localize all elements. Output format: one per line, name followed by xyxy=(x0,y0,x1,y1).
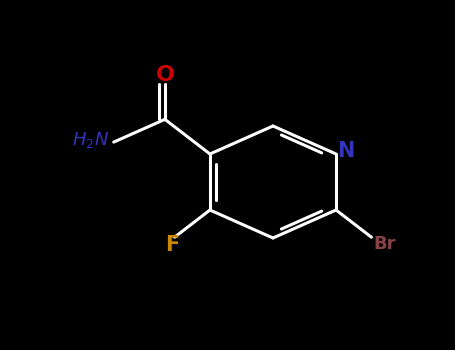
Text: N: N xyxy=(337,141,355,161)
Text: F: F xyxy=(165,235,179,255)
Text: $H_2N$: $H_2N$ xyxy=(72,130,109,150)
Text: O: O xyxy=(156,64,174,85)
Text: Br: Br xyxy=(374,235,396,253)
